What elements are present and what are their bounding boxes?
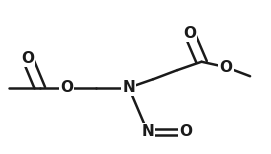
Text: N: N [122, 80, 135, 95]
Text: O: O [183, 26, 196, 41]
Text: O: O [219, 60, 232, 75]
Text: N: N [141, 124, 154, 139]
Text: O: O [60, 80, 73, 95]
Text: O: O [21, 51, 34, 66]
Text: O: O [179, 124, 192, 139]
